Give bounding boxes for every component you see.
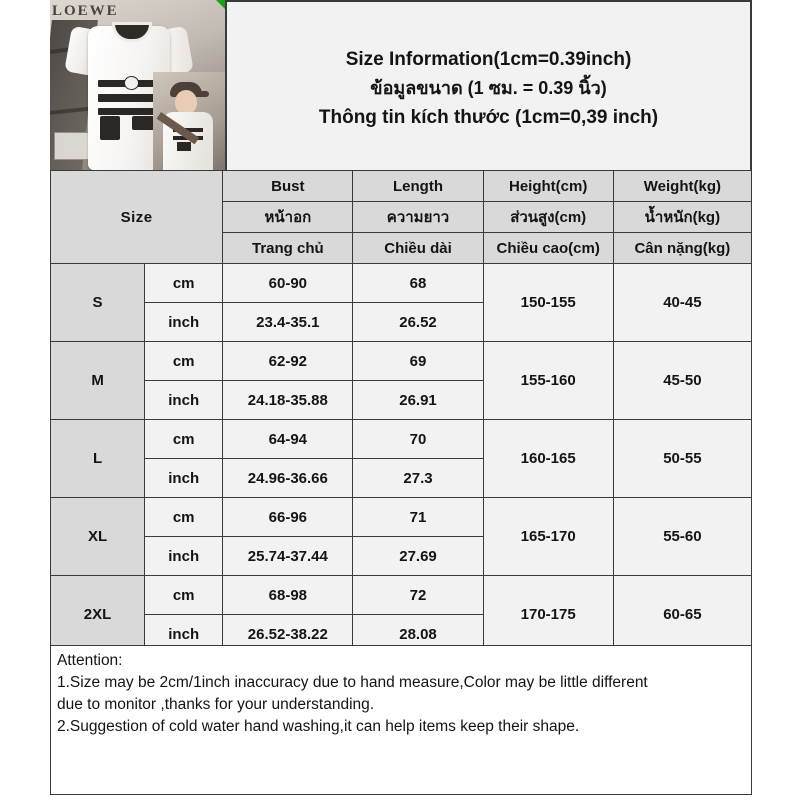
table-row: inch 24.96-36.66 27.3 [51, 458, 752, 498]
size-table: Size Bust Length Height(cm) Weight(kg) ห… [49, 170, 753, 654]
attention-note-1: 1.Size may be 2cm/1inch inaccuracy due t… [57, 674, 648, 691]
print-block [177, 142, 191, 151]
size-label: S [49, 263, 146, 342]
print-bar [98, 94, 160, 102]
col-header-weight-th: น้ำหนัก(kg) [612, 201, 753, 233]
bust-cm: 68-98 [222, 575, 354, 615]
bust-inch: 23.4-35.1 [222, 302, 354, 342]
bust-cm: 64-94 [222, 419, 354, 459]
weight-value: 60-65 [612, 575, 753, 654]
height-value: 165-170 [482, 497, 614, 576]
title-thai: ข้อมูลขนาด (1 ซม. = 0.39 นิ้ว) [370, 77, 607, 98]
top-strip: LOEWE [50, 0, 752, 170]
table-row: S cm 60-90 68 150-155 40-45 [49, 263, 753, 342]
table-row: XL cm 66-96 71 165-170 55-60 [49, 497, 753, 576]
shop-sign-text: LOEWE [52, 3, 119, 19]
col-header-length-th: ความยาว [352, 201, 484, 233]
unit-inch: inch [144, 380, 224, 420]
size-label: M [49, 341, 146, 420]
table-header-row-th: หน้าอก ความยาว ส่วนสูง(cm) น้ำหนัก(kg) [51, 201, 753, 233]
col-header-length-vi: Chiều dài [352, 232, 484, 264]
attention-heading: Attention: [57, 652, 123, 669]
attention-note-2: 2.Suggestion of cold water hand washing,… [57, 718, 580, 735]
table-header-row-vi: Trang chủ Chiều dài Chiều cao(cm) Cân nặ… [51, 232, 753, 264]
table-header-row-en: Size Bust Length Height(cm) Weight(kg) [49, 170, 753, 264]
length-cm: 68 [352, 263, 484, 303]
length-inch: 27.3 [352, 458, 484, 498]
unit-cm: cm [144, 497, 224, 537]
print-block [132, 116, 154, 130]
table-row: L cm 64-94 70 160-165 50-55 [49, 419, 753, 498]
unit-inch: inch [144, 458, 224, 498]
unit-cm: cm [144, 575, 224, 615]
table-row: inch 24.18-35.88 26.91 [51, 380, 752, 420]
title-english: Size Information(1cm=0.39inch) [345, 48, 632, 70]
print-bar [98, 108, 160, 115]
bust-inch: 25.74-37.44 [222, 536, 354, 576]
model-head [175, 90, 197, 114]
col-header-height-en: Height(cm) [482, 170, 614, 202]
bust-inch: 24.18-35.88 [222, 380, 354, 420]
length-cm: 72 [352, 575, 484, 615]
table-row: inch 25.74-37.44 27.69 [51, 536, 752, 576]
size-label: XL [49, 497, 146, 576]
print-circle-motif [124, 76, 139, 90]
weight-value: 45-50 [612, 341, 753, 420]
col-header-height-vi: Chiều cao(cm) [482, 232, 614, 264]
table-row: inch 23.4-35.1 26.52 [51, 302, 752, 342]
col-header-bust-th: หน้าอก [222, 201, 354, 233]
bust-cm: 60-90 [222, 263, 354, 303]
height-value: 150-155 [482, 263, 614, 342]
table-row: M cm 62-92 69 155-160 45-50 [49, 341, 753, 420]
length-cm: 70 [352, 419, 484, 459]
col-header-bust-en: Bust [222, 170, 354, 202]
col-header-weight-vi: Cân nặng(kg) [612, 232, 753, 264]
length-inch: 26.52 [352, 302, 484, 342]
height-value: 170-175 [482, 575, 614, 654]
tshirt-graphic-print [98, 76, 160, 140]
title-vietnamese: Thông tin kích thước (1cm=0,39 inch) [318, 106, 659, 128]
attention-note-1-cont: due to monitor ,thanks for your understa… [57, 696, 375, 713]
size-label: L [49, 419, 146, 498]
model-inset-photo [153, 72, 225, 170]
length-inch: 26.91 [352, 380, 484, 420]
length-cm: 71 [352, 497, 484, 537]
length-inch: 27.69 [352, 536, 484, 576]
bust-cm: 66-96 [222, 497, 354, 537]
weight-value: 50-55 [612, 419, 753, 498]
bust-inch: 24.96-36.66 [222, 458, 354, 498]
unit-inch: inch [144, 536, 224, 576]
unit-inch: inch [144, 302, 224, 342]
product-photo: LOEWE [50, 0, 227, 170]
height-value: 155-160 [482, 341, 614, 420]
table-row: 2XL cm 68-98 72 170-175 60-65 [49, 575, 753, 654]
title-banner: Size Information(1cm=0.39inch) ข้อมูลขนา… [227, 0, 752, 170]
print-block [100, 116, 120, 140]
col-header-height-th: ส่วนสูง(cm) [482, 201, 614, 233]
unit-cm: cm [144, 263, 224, 303]
unit-cm: cm [144, 341, 224, 381]
height-value: 160-165 [482, 419, 614, 498]
bust-cm: 62-92 [222, 341, 354, 381]
size-label: 2XL [49, 575, 146, 654]
col-header-length-en: Length [352, 170, 484, 202]
col-header-bust-vi: Trang chủ [222, 232, 354, 264]
weight-value: 55-60 [612, 497, 753, 576]
col-header-weight-en: Weight(kg) [612, 170, 753, 202]
unit-cm: cm [144, 419, 224, 459]
green-corner-marker [216, 0, 225, 9]
attention-box: Attention: 1.Size may be 2cm/1inch inacc… [50, 645, 752, 795]
size-header-cell: Size [49, 170, 224, 264]
weight-value: 40-45 [612, 263, 753, 342]
length-cm: 69 [352, 341, 484, 381]
